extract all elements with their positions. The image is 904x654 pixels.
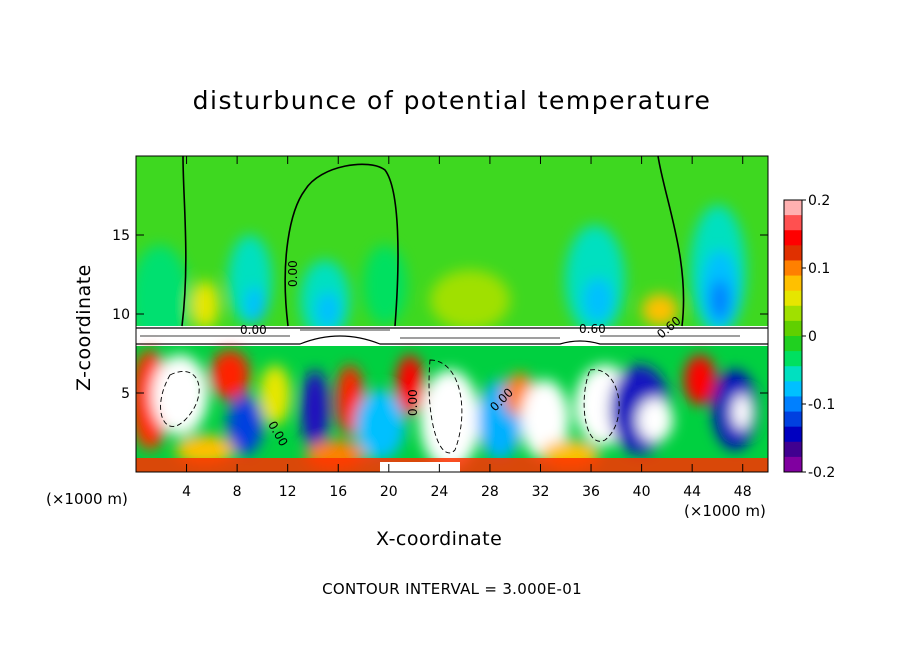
colorbar-swatch (784, 336, 802, 352)
x-unit-right: (×1000 m) (684, 502, 766, 520)
colorbar-swatch (784, 260, 802, 277)
colorbar-swatch (784, 290, 802, 307)
y-axis-ticks: 5 10 15 (112, 228, 768, 402)
colorbar-swatch (784, 381, 802, 397)
x-tick-label: 16 (329, 484, 347, 500)
colorbar-swatch (784, 426, 802, 443)
y-tick-label: 15 (112, 228, 130, 244)
x-tick-label: 44 (683, 484, 701, 500)
colorbar-swatch (784, 456, 802, 473)
contour-label: 0.00 (406, 389, 420, 416)
lower-layer-anomalies (136, 350, 757, 470)
colorbar-swatch (784, 275, 802, 292)
colorbar-swatch (784, 245, 802, 261)
colorbar-swatch (784, 351, 802, 367)
colorbar-tick-label: 0.1 (808, 261, 830, 277)
colorbar-swatch (784, 411, 802, 428)
colorbar: 0.2 0.1 0 -0.1 -0.2 (783, 193, 835, 481)
colorbar-swatch (784, 320, 802, 337)
colorbar-swatch (784, 200, 802, 216)
colorbar-swatch (784, 441, 802, 458)
contour-lines (181, 156, 685, 327)
contour-label: 0.00 (240, 323, 267, 337)
negative-contours (160, 359, 620, 454)
contour-label: 0.00 (286, 260, 300, 287)
colorbar-tick-label: -0.2 (808, 465, 835, 481)
x-tick-label: 24 (430, 484, 448, 500)
y-tick-label: 10 (112, 307, 130, 323)
contour-interval-note: CONTOUR INTERVAL = 3.000E-01 (322, 580, 582, 598)
y-tick-label: 5 (121, 386, 130, 402)
x-tick-label: 4 (182, 484, 191, 500)
x-tick-label: 8 (233, 484, 242, 500)
heatmap-field (136, 156, 768, 472)
colorbar-tick-label: -0.1 (808, 397, 835, 413)
x-tick-label: 20 (380, 484, 398, 500)
tropopause-band (136, 326, 768, 346)
x-tick-label: 36 (582, 484, 600, 500)
contour-label: 0.60 (579, 322, 606, 336)
colorbar-swatch (784, 230, 802, 246)
colorbar-tick-label: 0 (808, 329, 817, 345)
x-tick-label: 40 (633, 484, 651, 500)
colorbar-swatch (784, 305, 802, 322)
x-unit-left: (×1000 m) (46, 490, 128, 508)
colorbar-swatch (784, 215, 802, 231)
x-axis-ticks: 4 8 12 16 20 24 28 32 36 40 44 48 (182, 156, 752, 500)
x-tick-label: 28 (481, 484, 499, 500)
colorbar-tick-label: 0.2 (808, 193, 830, 209)
x-tick-label: 48 (734, 484, 752, 500)
x-tick-label: 12 (279, 484, 297, 500)
chart-title: disturbunce of potential temperature (192, 86, 712, 115)
x-tick-label: 32 (532, 484, 550, 500)
colorbar-swatch (784, 396, 802, 413)
x-axis-label: X-coordinate (376, 528, 503, 550)
colorbar-swatch (784, 366, 802, 382)
